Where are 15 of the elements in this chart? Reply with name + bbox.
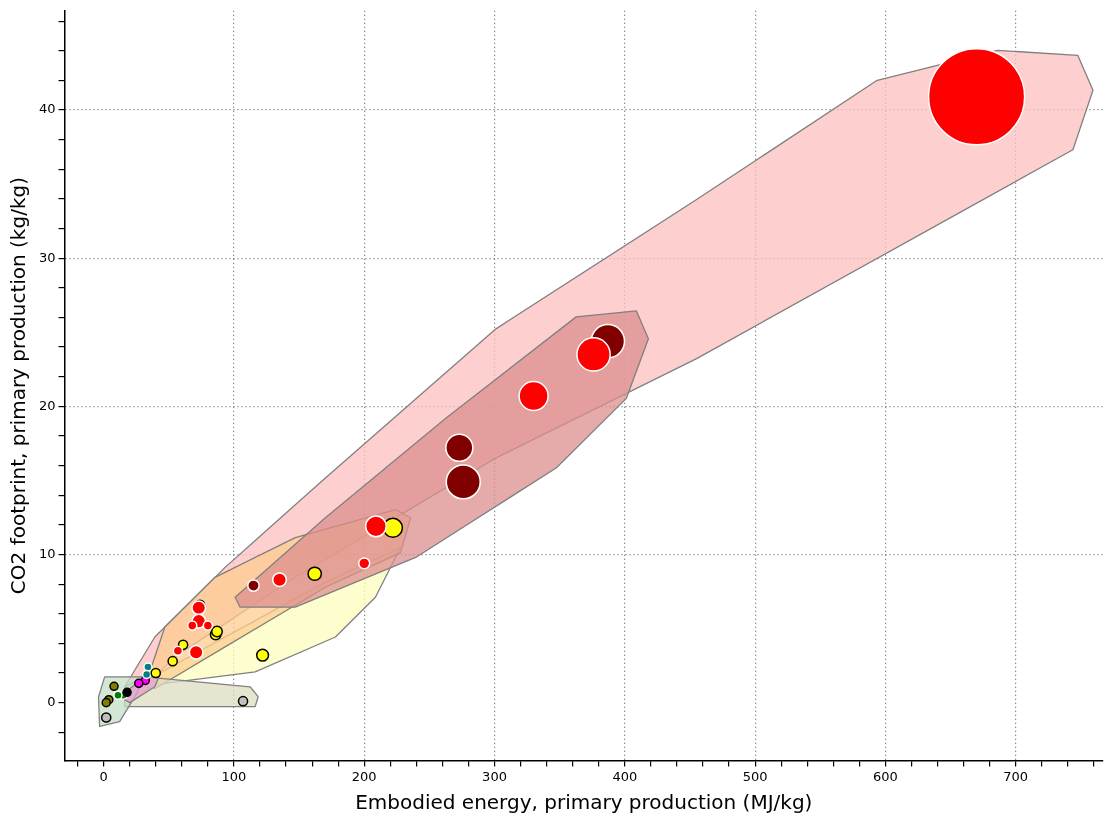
x-tick-label: 500 — [742, 768, 768, 784]
x-tick-label: 100 — [221, 768, 247, 784]
y-tick-label: 30 — [39, 249, 56, 265]
x-tick-label: 0 — [99, 768, 108, 784]
x-tick-label: 200 — [351, 768, 377, 784]
y-tick-label: 10 — [39, 545, 56, 561]
x-tick-label: 600 — [872, 768, 898, 784]
y-tick-label: 0 — [47, 694, 56, 709]
x-axis-title: Embodied energy, primary production (MJ/kg) — [355, 790, 813, 815]
x-tick-label: 700 — [1003, 768, 1029, 784]
x-tick-label: 400 — [612, 768, 638, 784]
y-tick-label: 40 — [39, 101, 56, 117]
x-tick-label: 300 — [482, 768, 507, 784]
y-axis-title: CO2 footprint, primary production (kg/kg) — [6, 177, 31, 595]
y-tick-label: 20 — [39, 397, 56, 413]
